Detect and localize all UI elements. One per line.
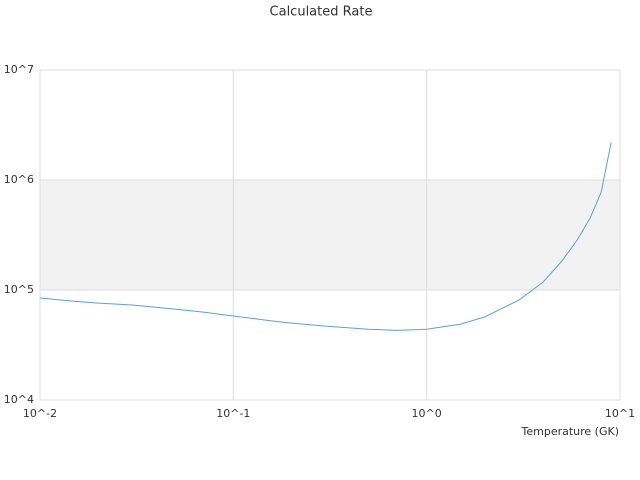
chart-title: Calculated Rate	[270, 5, 373, 20]
y-tick-label: 10^6	[4, 173, 34, 186]
x-tick-label: 10^1	[605, 407, 635, 420]
x-tick-label: 10^-1	[216, 407, 250, 420]
y-tick-label: 10^5	[4, 283, 34, 296]
grid-band	[40, 180, 620, 290]
data-line	[39, 142, 612, 331]
x-tick-label: 10^-2	[23, 407, 57, 420]
x-tick-label: 10^0	[412, 407, 442, 420]
y-tick-label: 10^4	[4, 393, 34, 406]
x-axis-label: Temperature (GK)	[521, 425, 620, 438]
y-tick-label: 10^7	[4, 63, 34, 76]
